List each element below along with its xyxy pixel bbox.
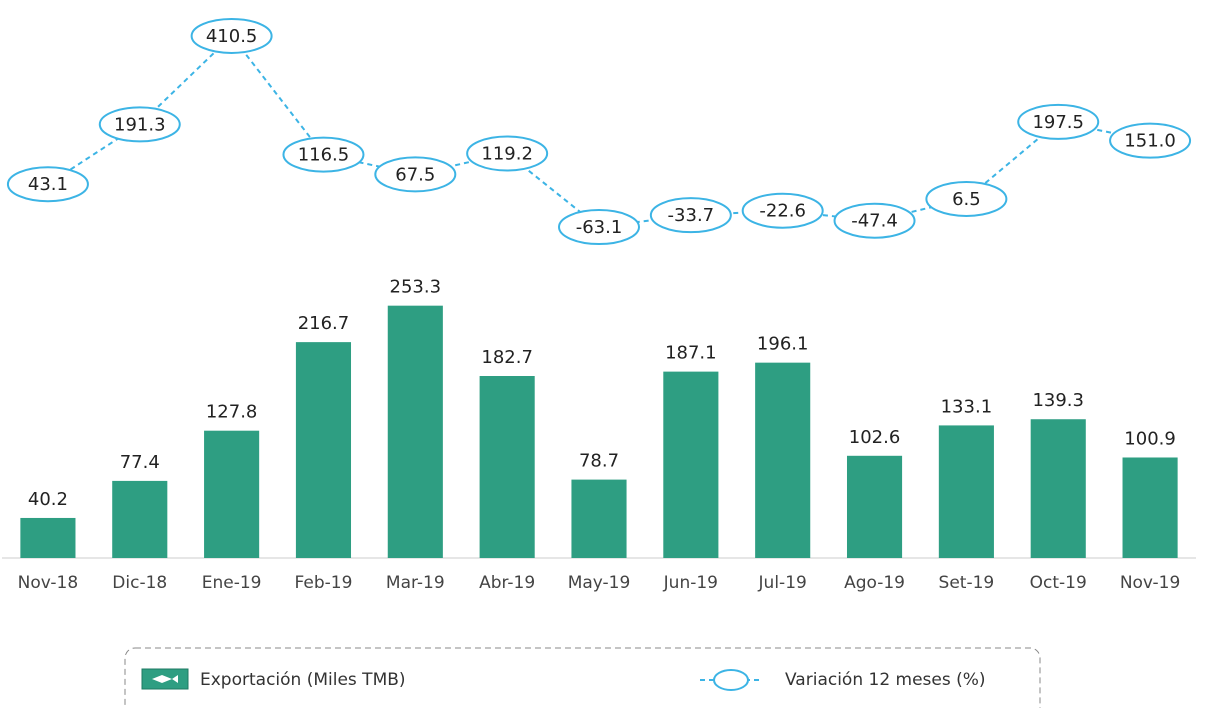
data-label: -33.7 xyxy=(668,205,715,226)
x-tick-label: Jul-19 xyxy=(758,573,807,593)
bar xyxy=(846,455,903,558)
data-label: 196.1 xyxy=(757,334,809,355)
x-tick-label: Nov-19 xyxy=(1120,573,1181,593)
data-label: -47.4 xyxy=(851,211,898,232)
data-label: 187.1 xyxy=(665,343,717,364)
data-label: 197.5 xyxy=(1032,112,1084,133)
data-label: 6.5 xyxy=(952,189,981,210)
data-label: 116.5 xyxy=(298,145,350,166)
data-label: 253.3 xyxy=(390,277,442,298)
bar xyxy=(663,371,719,558)
bar xyxy=(1030,419,1086,558)
x-tick-label: Feb-19 xyxy=(295,573,353,593)
data-label: 133.1 xyxy=(941,396,993,417)
data-label: 102.6 xyxy=(849,427,901,448)
legend-box xyxy=(124,647,1041,708)
x-tick-label: Ago-19 xyxy=(844,573,905,593)
marker xyxy=(282,136,365,173)
data-label: 191.3 xyxy=(114,114,166,135)
marker xyxy=(649,197,732,234)
data-label: 100.9 xyxy=(1124,428,1176,449)
data-label: 216.7 xyxy=(298,313,350,334)
marker xyxy=(190,17,273,54)
data-label: 43.1 xyxy=(28,174,68,195)
marker xyxy=(558,209,640,246)
data-label: 127.8 xyxy=(206,402,258,423)
x-tick-label: Oct-19 xyxy=(1030,573,1087,593)
marker xyxy=(1017,103,1100,140)
marker xyxy=(374,156,457,193)
bar xyxy=(1122,457,1178,558)
data-label: 77.4 xyxy=(120,452,160,473)
bar xyxy=(112,480,168,558)
marker xyxy=(6,166,89,203)
data-label: 151.0 xyxy=(1124,131,1176,152)
x-tick-label: Dic-18 xyxy=(112,573,167,593)
legend-fish xyxy=(152,675,178,683)
marker xyxy=(98,106,181,143)
legend-label: Exportación (Miles TMB) xyxy=(200,670,406,690)
bar xyxy=(387,305,443,558)
marker xyxy=(1109,122,1192,159)
marker xyxy=(466,135,549,172)
x-tick-label: Abr-19 xyxy=(479,573,535,593)
data-label: 119.2 xyxy=(481,143,533,164)
data-label: 182.7 xyxy=(481,347,533,368)
bar xyxy=(204,430,260,558)
data-label: 78.7 xyxy=(579,451,619,472)
x-tick-label: Nov-18 xyxy=(18,573,79,593)
legend-ellipse-icon xyxy=(713,669,749,691)
bar xyxy=(938,425,994,558)
legend-label: Variación 12 meses (%) xyxy=(785,670,986,690)
bar xyxy=(479,376,535,558)
marker xyxy=(925,180,1008,217)
data-label: 410.5 xyxy=(206,26,258,47)
bar xyxy=(20,517,76,558)
x-tick-label: May-19 xyxy=(568,573,631,593)
bar xyxy=(755,362,811,558)
x-tick-label: Set-19 xyxy=(939,573,995,593)
data-label: 139.3 xyxy=(1032,390,1084,411)
x-tick-label: Jun-19 xyxy=(663,573,718,593)
x-tick-label: Mar-19 xyxy=(386,573,445,593)
bar xyxy=(295,342,352,558)
data-label: -22.6 xyxy=(759,201,806,222)
x-tick-label: Ene-19 xyxy=(202,573,262,593)
data-label: 67.5 xyxy=(395,164,435,185)
bar xyxy=(571,479,627,558)
data-label: -63.1 xyxy=(576,217,623,238)
data-label: 40.2 xyxy=(28,489,68,510)
marker xyxy=(741,192,824,229)
marker xyxy=(833,202,916,239)
